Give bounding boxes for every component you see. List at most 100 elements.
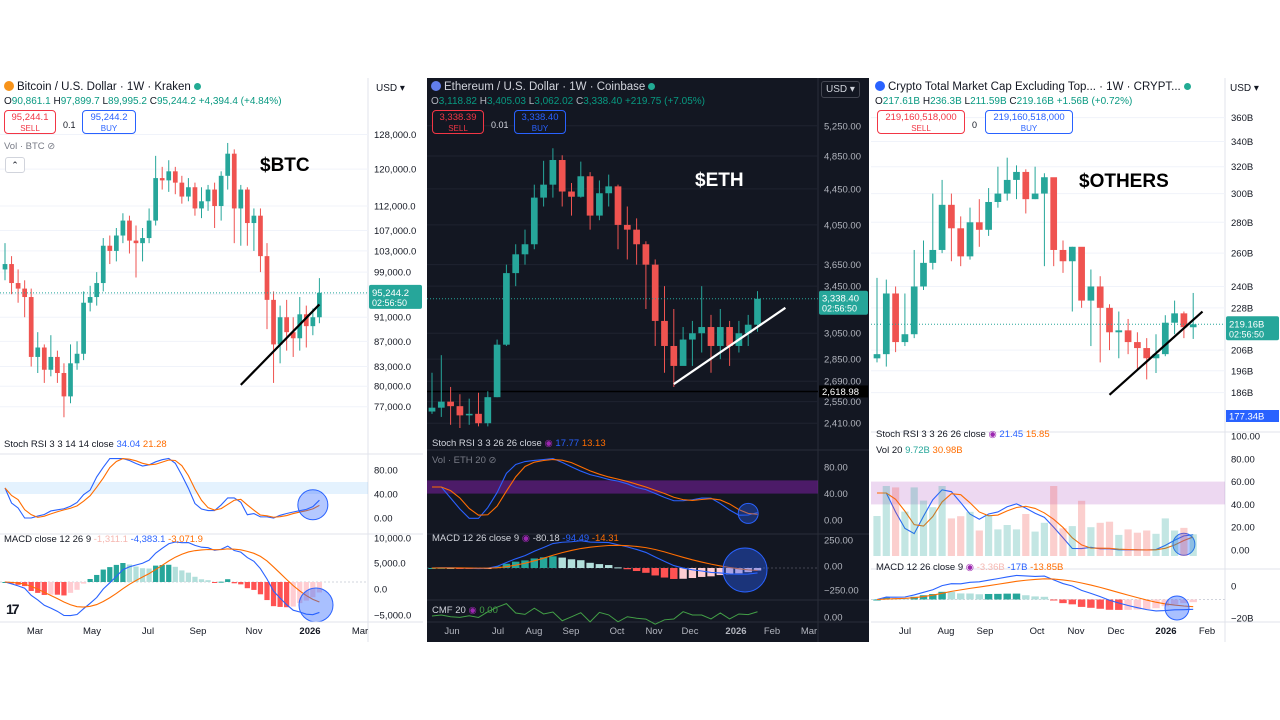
eth-stoch-label: Stoch RSI 3 3 26 26 close ◉ 17.77 13.13 <box>432 438 606 449</box>
y-tick-label: 4,850.00 <box>824 152 861 163</box>
eye-off-icon[interactable]: ⊘ <box>47 141 56 152</box>
btc-buy-button[interactable]: 95,244.2 BUY <box>82 110 136 134</box>
macd-histogram-bar <box>567 559 576 568</box>
others-volume-label: Vol 20 9.72B 30.98B <box>876 445 963 456</box>
settings-icon[interactable]: ◉ <box>988 429 997 440</box>
settings-icon[interactable]: ◉ <box>521 533 531 544</box>
eth-chart-panel[interactable]: 5,250.00 4,850.00 4,450.00 4,050.00 3,650.00… <box>427 78 869 642</box>
eth-buy-button[interactable]: 3,338.40 BUY <box>514 110 566 134</box>
candle-body <box>901 334 909 343</box>
btc-currency-select[interactable]: USD ▾ <box>376 83 405 94</box>
macd-tick-label: −250.00 <box>824 586 859 597</box>
crypto-index-icon <box>875 81 885 91</box>
candle-body <box>1106 307 1113 333</box>
highlight-circle <box>737 502 759 524</box>
tradingview-logo[interactable]: 17 <box>6 601 20 617</box>
macd-line <box>876 574 1194 612</box>
stoch-tick-label: 80.00 <box>824 463 848 474</box>
candle-body <box>966 222 974 257</box>
btc-collapse-button[interactable]: ⌃ <box>5 157 25 173</box>
settings-icon[interactable]: ◉ <box>544 438 553 449</box>
highlight-circle <box>1172 532 1196 556</box>
macd-histogram-bar <box>153 565 159 582</box>
y-tick-label: 120,000.0 <box>374 165 416 176</box>
y-tick-label: 2,410.00 <box>824 419 861 430</box>
volume-bar <box>957 516 965 556</box>
btc-spread: 0.1 <box>63 120 76 130</box>
chevron-down-icon: ▾ <box>1253 83 1259 94</box>
volume-bar <box>929 507 937 556</box>
candle-body <box>231 153 237 209</box>
btc-chart-canvas[interactable]: 128,000.0 120,000.0 112,000.0 107,000.0 103,… <box>0 78 423 642</box>
macd-tick-label: 0.0 <box>374 585 387 596</box>
candle-body <box>716 327 724 346</box>
x-tick-label: Mar <box>27 626 43 637</box>
others-chart-canvas[interactable]: 360B 340B 320B 300B 280B 260B 240B 228B 206B 196B… <box>871 78 1280 642</box>
macd-histogram-bar <box>107 567 113 582</box>
candle-body <box>642 244 650 265</box>
y-tick-label: 99,000.0 <box>374 268 411 279</box>
y-tick-label: 128,000.0 <box>374 130 416 141</box>
y-tick-label: 77,000.0 <box>374 402 411 413</box>
macd-histogram-bar <box>54 582 61 595</box>
stoch-tick-label: 40.00 <box>374 490 398 501</box>
eth-currency-select[interactable]: USD ▾ <box>821 81 860 98</box>
eth-chart-canvas[interactable]: 5,250.00 4,850.00 4,450.00 4,050.00 3,650.00… <box>427 78 869 642</box>
y-tick-label: 103,000.0 <box>374 246 416 257</box>
candle-body <box>94 283 100 298</box>
btc-sell-button[interactable]: 95,244.1 SELL <box>4 110 56 134</box>
candle-body <box>651 264 659 321</box>
eye-off-icon[interactable]: ⊘ <box>488 455 497 466</box>
macd-histogram-bar <box>586 562 594 568</box>
candle-body <box>1041 177 1048 194</box>
eth-sell-button[interactable]: 3,338.39 SELL <box>432 110 484 134</box>
candle-body <box>310 317 316 327</box>
volume-bar <box>1012 529 1021 556</box>
macd-histogram-bar <box>166 564 172 582</box>
others-chart-panel[interactable]: 360B 340B 320B 300B 280B 260B 240B 228B 206B 196B… <box>871 78 1280 642</box>
candle-body <box>1152 354 1160 359</box>
volume-bar <box>1087 527 1095 556</box>
macd-histogram-bar <box>679 568 687 579</box>
x-tick-label: Nov <box>1068 626 1085 637</box>
macd-histogram-bar <box>651 568 659 576</box>
macd-histogram-bar <box>87 578 93 582</box>
candle-body <box>179 182 185 197</box>
stoch-tick-label: 0.00 <box>1231 546 1250 557</box>
candle-body <box>975 222 983 230</box>
candle-body <box>568 191 575 197</box>
settings-icon[interactable]: ◉ <box>965 562 975 573</box>
y-tick-label: 196B <box>1231 366 1253 377</box>
stoch-tick-label: 80.00 <box>1231 454 1255 465</box>
candle-body <box>754 298 761 325</box>
candle-body <box>920 262 927 287</box>
btc-volume-label: Vol · BTC ⊘ <box>4 141 56 152</box>
candle-body <box>48 356 54 370</box>
y-tick-label: 2,690.00 <box>824 377 861 388</box>
y-tick-label: 3,450.00 <box>824 282 861 293</box>
x-tick-label: 2026 <box>1155 626 1176 637</box>
x-tick-label: Feb <box>764 626 780 637</box>
x-tick-label: Aug <box>938 626 955 637</box>
settings-icon[interactable]: ◉ <box>468 605 477 616</box>
candle-body <box>1050 177 1058 250</box>
candle-body <box>225 153 231 176</box>
candle-body <box>2 264 8 270</box>
x-tick-label: Mar <box>352 626 368 637</box>
candle-body <box>521 244 529 255</box>
x-tick-label: Sep <box>977 626 994 637</box>
x-tick-label: Mar <box>801 626 817 637</box>
candle-body <box>81 302 86 354</box>
others-buy-button[interactable]: 219,160,518,000 BUY <box>985 110 1073 134</box>
macd-histogram-bar <box>67 582 74 593</box>
eth-cmf-label: CMF 20 ◉ 0.00 <box>432 605 498 616</box>
candle-body <box>437 401 445 408</box>
others-currency-select[interactable]: USD ▾ <box>1230 83 1259 94</box>
others-sell-button[interactable]: 219,160,518,000 SELL <box>877 110 965 134</box>
btc-stoch-label: Stoch RSI 3 3 14 14 close 34.04 21.28 <box>4 439 167 450</box>
btc-chart-panel[interactable]: 128,000.0 120,000.0 112,000.0 107,000.0 103,… <box>0 78 423 642</box>
macd-histogram-bar <box>604 565 613 568</box>
volume-bar <box>919 500 928 556</box>
trendline <box>673 306 787 385</box>
macd-histogram-bar <box>623 568 632 570</box>
